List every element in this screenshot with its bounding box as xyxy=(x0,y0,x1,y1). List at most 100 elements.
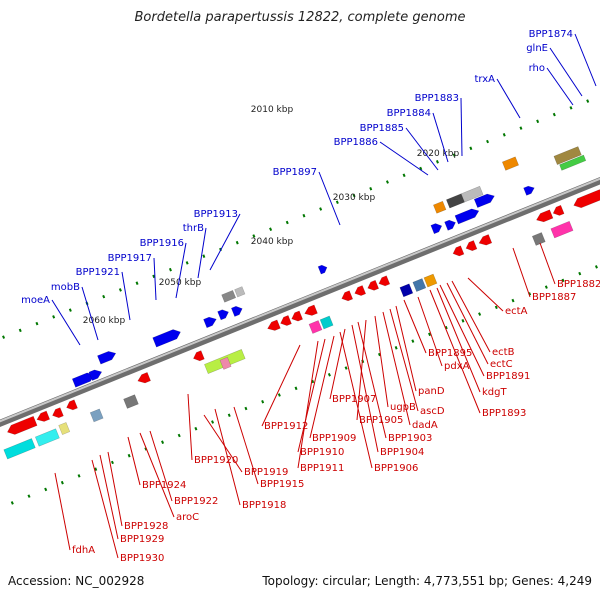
reverse-gene xyxy=(536,209,554,223)
scale-label: 2030 kbp xyxy=(333,193,376,203)
upper-tick xyxy=(486,139,490,144)
leader-line xyxy=(214,408,241,506)
upper-tick xyxy=(18,328,22,333)
reverse-gene xyxy=(7,415,38,435)
leader-line xyxy=(197,227,207,279)
lower-tick xyxy=(110,460,114,465)
forward-gene-label: BPP1916 xyxy=(140,238,184,249)
leader-line xyxy=(429,289,481,414)
reverse-gene-label: kdgT xyxy=(482,387,507,398)
upper-tick xyxy=(552,112,556,117)
leader-line xyxy=(107,451,123,527)
lower-tick xyxy=(77,474,81,478)
leader-line xyxy=(91,459,119,559)
lower-tick xyxy=(194,426,198,431)
leader-line xyxy=(81,286,99,341)
category-feature xyxy=(58,422,71,435)
forward-gene-label: BPP1897 xyxy=(273,167,317,178)
upper-tick xyxy=(385,180,389,184)
upper-tick xyxy=(536,119,540,124)
category-feature xyxy=(123,394,139,409)
upper-tick xyxy=(302,213,306,218)
category-feature xyxy=(89,408,104,423)
accession-text: Accession: NC_002928 xyxy=(8,574,145,588)
reverse-gene xyxy=(341,290,354,302)
lower-tick xyxy=(10,501,14,505)
reverse-gene-label: BPP1904 xyxy=(380,447,424,458)
upper-tick xyxy=(68,308,72,312)
lower-tick xyxy=(277,393,281,397)
leader-line xyxy=(512,247,531,298)
reverse-gene-label: BPP1918 xyxy=(242,500,286,511)
upper-tick xyxy=(369,187,373,191)
leader-line xyxy=(318,171,341,226)
lower-tick xyxy=(127,453,131,458)
leader-line xyxy=(99,454,119,540)
lower-tick xyxy=(161,440,165,444)
reverse-gene xyxy=(552,204,565,216)
gene-track-group xyxy=(3,146,600,460)
forward-gene-label: BPP1885 xyxy=(360,123,404,134)
reverse-gene xyxy=(367,279,380,291)
leader-line xyxy=(417,296,443,367)
leader-line xyxy=(203,414,243,473)
lower-tick xyxy=(428,332,432,337)
upper-tick xyxy=(185,261,189,265)
forward-gene-label: trxA xyxy=(474,74,495,85)
leader-line xyxy=(379,141,429,176)
forward-gene xyxy=(444,219,456,231)
reverse-gene xyxy=(137,372,151,384)
reverse-gene-label: BPP1922 xyxy=(174,496,218,507)
leader-line xyxy=(405,127,439,171)
forward-gene xyxy=(152,329,181,348)
scale-labels: 2010 kbp 2020 kbp 2030 kbp 2040 kbp 2050 kbp… xyxy=(83,105,460,326)
reverse-gene-label: BPP1906 xyxy=(374,463,418,474)
lower-tick xyxy=(511,298,515,303)
reverse-gene-label: BPP1912 xyxy=(264,421,308,432)
leader-line xyxy=(539,242,556,285)
reverse-gene-label: BPP1909 xyxy=(312,433,356,444)
leader-line xyxy=(329,328,346,400)
forward-gene xyxy=(97,351,117,365)
lower-tick xyxy=(294,386,298,391)
leader-line xyxy=(351,324,379,453)
scale-label: 2010 kbp xyxy=(251,105,294,115)
forward-gene-label: BPP1913 xyxy=(194,209,238,220)
scale-label: 2040 kbp xyxy=(251,237,294,247)
reverse-gene-label: BPP1928 xyxy=(124,521,168,532)
leader-line xyxy=(432,112,449,163)
scale-label: 2060 kbp xyxy=(83,316,126,326)
leader-line xyxy=(549,47,583,97)
category-feature xyxy=(319,315,334,330)
reverse-gene xyxy=(193,350,205,362)
forward-gene xyxy=(88,369,103,381)
lower-tick xyxy=(27,494,31,498)
reverse-gene-label: BPP1887 xyxy=(532,292,576,303)
reverse-gene xyxy=(291,310,303,322)
reverse-gene-label: panD xyxy=(418,386,445,397)
leader-line xyxy=(436,287,481,393)
lower-tick xyxy=(411,339,415,343)
leader-line xyxy=(149,430,173,502)
feature-tracks xyxy=(3,146,600,460)
reverse-gene-label: dadA xyxy=(412,420,438,431)
leader-line xyxy=(309,335,335,439)
leader-line xyxy=(175,242,187,299)
category-feature xyxy=(553,146,582,165)
upper-tick xyxy=(452,153,456,157)
lower-tick xyxy=(177,433,181,438)
upper-tick xyxy=(502,133,506,137)
leader-line xyxy=(339,331,373,469)
category-feature xyxy=(308,320,323,334)
lower-tick xyxy=(494,305,498,310)
reverse-gene-label: BPP1930 xyxy=(120,553,164,564)
lower-tick xyxy=(60,480,64,485)
lower-tick xyxy=(461,319,465,323)
forward-gene xyxy=(473,193,495,208)
reverse-gene-label: ectA xyxy=(505,306,528,317)
reverse-gene xyxy=(465,240,478,251)
backbone xyxy=(0,176,600,428)
lower-tick xyxy=(261,400,265,404)
lower-tick xyxy=(578,271,582,276)
